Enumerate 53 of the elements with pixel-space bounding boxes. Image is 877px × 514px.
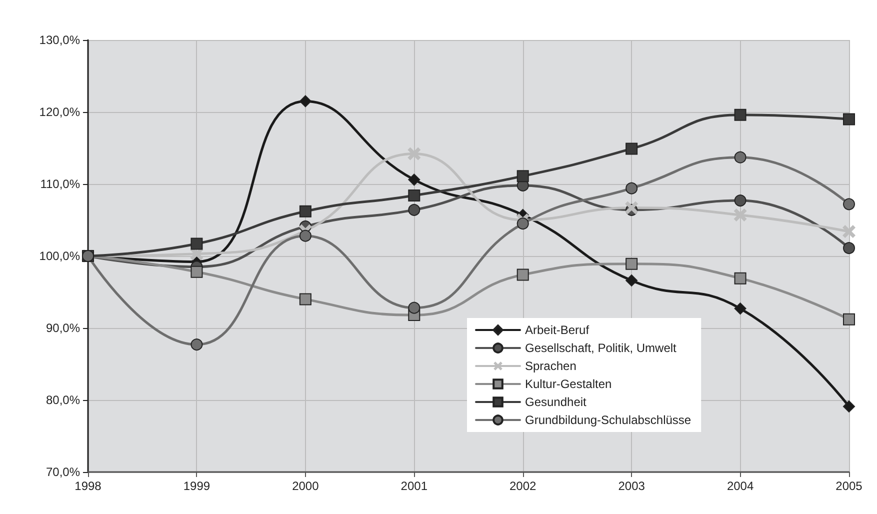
point: [408, 147, 421, 160]
point: [408, 204, 420, 216]
point: [842, 225, 856, 238]
point: [516, 170, 529, 182]
point: [299, 293, 312, 306]
point: [299, 230, 312, 242]
point: [843, 242, 855, 254]
point: [734, 302, 746, 315]
x-tick-label: 1999: [183, 479, 210, 493]
y-tick-label: 80,0%: [46, 393, 80, 407]
point: [190, 238, 203, 250]
point: [734, 194, 746, 207]
point: [626, 258, 638, 270]
x-tick-label: 2003: [618, 479, 646, 493]
point: [626, 274, 638, 286]
x-tick-label: 1998: [74, 479, 102, 493]
point: [408, 302, 420, 314]
point: [190, 338, 203, 351]
point: [734, 108, 746, 121]
point: [190, 266, 203, 278]
y-tick-label: 90,0%: [46, 321, 80, 335]
x-tick-label: 2005: [836, 479, 863, 493]
x-tick-label: 2002: [510, 479, 537, 493]
x-tick-label: 2001: [400, 479, 428, 493]
legend-label: Arbeit-Beruf: [525, 323, 590, 337]
point: [299, 95, 312, 108]
legend-label: Sprachen: [525, 359, 576, 373]
point: [516, 218, 529, 230]
point: [625, 201, 638, 214]
point: [626, 142, 638, 155]
point: [408, 174, 420, 186]
point: [843, 313, 855, 326]
point: [408, 190, 420, 202]
x-tick-label: 2000: [292, 479, 320, 493]
legend-label: Grundbildung-Schulabschlüsse: [525, 413, 692, 427]
y-tick-label: 70,0%: [46, 465, 80, 479]
point: [734, 272, 746, 284]
legend-label: Gesundheit: [525, 395, 588, 409]
y-tick-label: 110,0%: [40, 177, 80, 191]
point: [516, 268, 529, 281]
y-tick-label: 130,0%: [39, 33, 80, 47]
y-tick-label: 100,0%: [39, 249, 80, 263]
y-tick-label: 120,0%: [39, 105, 80, 119]
point: [299, 205, 312, 218]
legend-label: Gesellschaft, Politik, Umwelt: [525, 341, 678, 355]
x-tick-label: 2004: [726, 479, 754, 493]
point: [843, 113, 855, 126]
point: [734, 208, 747, 222]
point: [843, 198, 855, 210]
point: [626, 182, 638, 194]
point: [843, 400, 855, 412]
point: [734, 151, 746, 164]
legend-label: Kultur-Gestalten: [525, 377, 612, 391]
